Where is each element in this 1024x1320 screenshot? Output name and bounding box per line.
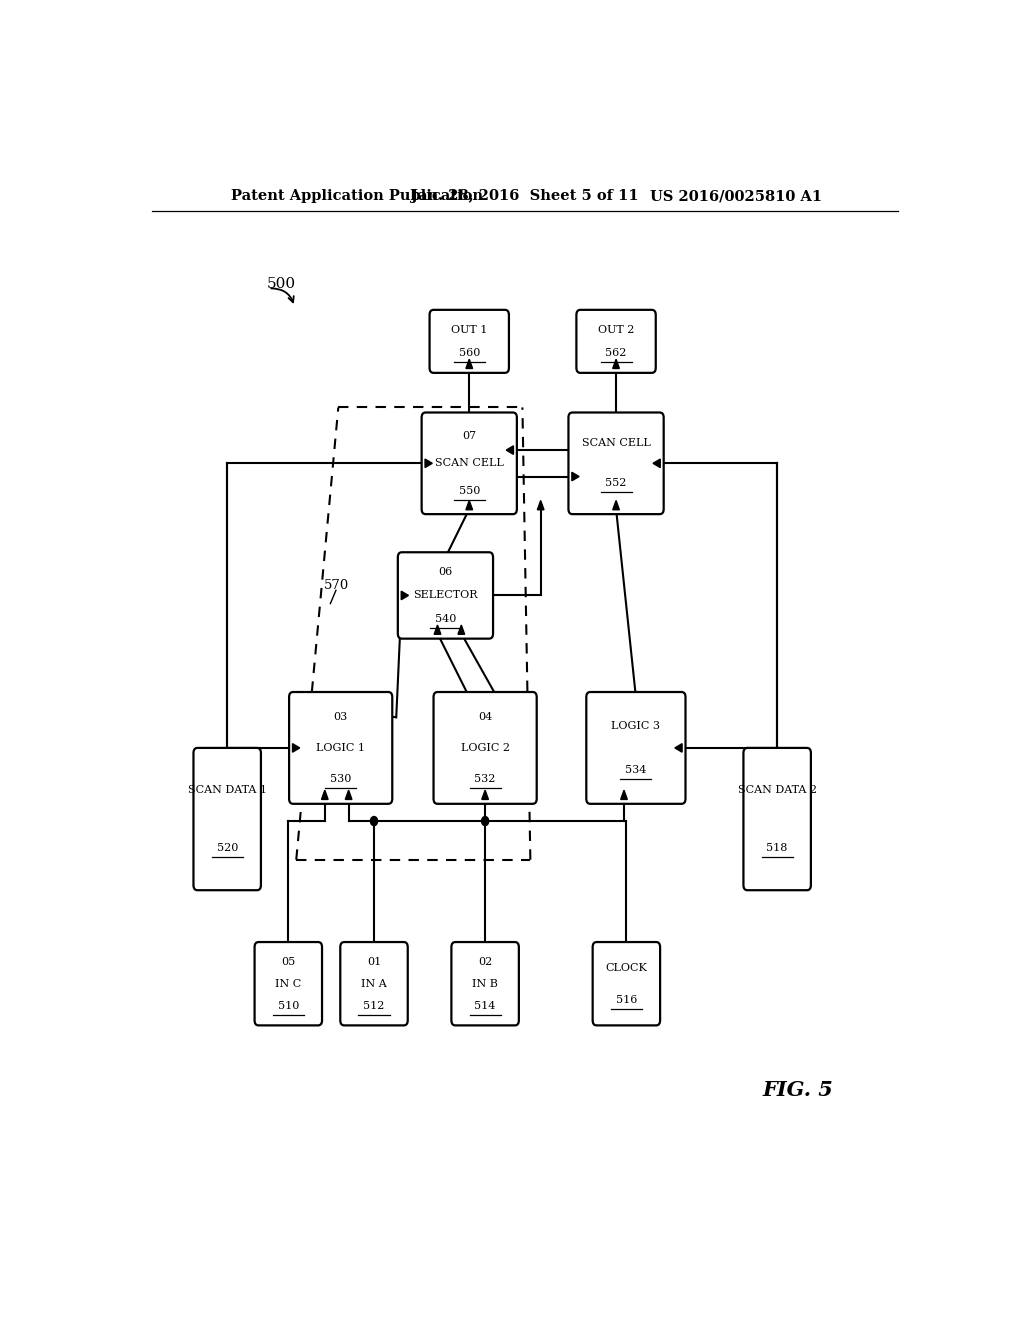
Polygon shape: [571, 473, 580, 480]
Polygon shape: [466, 500, 473, 510]
FancyBboxPatch shape: [430, 310, 509, 372]
Text: 552: 552: [605, 478, 627, 488]
Polygon shape: [538, 500, 544, 510]
Text: 514: 514: [474, 1001, 496, 1011]
FancyBboxPatch shape: [577, 310, 655, 372]
Polygon shape: [434, 626, 441, 635]
Polygon shape: [466, 359, 473, 368]
Text: 510: 510: [278, 1001, 299, 1011]
Text: 07: 07: [462, 430, 476, 441]
Text: Jan. 28, 2016  Sheet 5 of 11: Jan. 28, 2016 Sheet 5 of 11: [411, 189, 639, 203]
Polygon shape: [675, 743, 682, 752]
Text: 518: 518: [767, 842, 787, 853]
Polygon shape: [653, 459, 660, 467]
Text: 06: 06: [438, 568, 453, 577]
Polygon shape: [506, 446, 513, 454]
Text: FIG. 5: FIG. 5: [763, 1081, 834, 1101]
Polygon shape: [425, 459, 432, 467]
Text: 570: 570: [324, 578, 349, 591]
Text: 562: 562: [605, 348, 627, 358]
FancyBboxPatch shape: [397, 552, 494, 639]
FancyBboxPatch shape: [743, 748, 811, 890]
Text: 01: 01: [367, 957, 381, 966]
FancyBboxPatch shape: [289, 692, 392, 804]
Text: LOGIC 1: LOGIC 1: [316, 743, 366, 752]
Text: 500: 500: [267, 277, 296, 292]
Text: IN B: IN B: [472, 978, 498, 989]
Text: 540: 540: [435, 614, 456, 623]
Text: 530: 530: [330, 774, 351, 784]
Text: LOGIC 2: LOGIC 2: [461, 743, 510, 752]
Text: 520: 520: [216, 842, 238, 853]
Text: SCAN CELL: SCAN CELL: [435, 458, 504, 469]
Text: 532: 532: [474, 774, 496, 784]
Text: LOGIC 3: LOGIC 3: [611, 721, 660, 731]
Text: 02: 02: [478, 957, 493, 966]
Polygon shape: [612, 500, 620, 510]
Text: SCAN DATA 1: SCAN DATA 1: [187, 785, 266, 796]
Text: 516: 516: [615, 995, 637, 1005]
Text: 04: 04: [478, 711, 493, 722]
FancyBboxPatch shape: [422, 413, 517, 515]
FancyBboxPatch shape: [568, 413, 664, 515]
Circle shape: [371, 817, 378, 826]
Polygon shape: [612, 359, 620, 368]
Text: 03: 03: [334, 711, 348, 722]
FancyBboxPatch shape: [340, 942, 408, 1026]
Circle shape: [481, 817, 488, 826]
Text: IN C: IN C: [275, 978, 301, 989]
Text: 550: 550: [459, 486, 480, 496]
Text: 560: 560: [459, 348, 480, 358]
Polygon shape: [621, 791, 628, 800]
FancyBboxPatch shape: [194, 748, 261, 890]
FancyBboxPatch shape: [593, 942, 660, 1026]
Polygon shape: [345, 791, 352, 800]
FancyBboxPatch shape: [452, 942, 519, 1026]
Text: Patent Application Publication: Patent Application Publication: [231, 189, 483, 203]
Polygon shape: [401, 591, 409, 599]
Text: SCAN CELL: SCAN CELL: [582, 438, 650, 449]
Text: IN A: IN A: [361, 978, 387, 989]
Polygon shape: [458, 626, 465, 635]
Text: SELECTOR: SELECTOR: [414, 590, 477, 601]
FancyBboxPatch shape: [255, 942, 322, 1026]
Text: CLOCK: CLOCK: [605, 962, 647, 973]
Polygon shape: [481, 791, 488, 800]
FancyBboxPatch shape: [587, 692, 685, 804]
Text: 05: 05: [282, 957, 296, 966]
Text: OUT 1: OUT 1: [451, 325, 487, 335]
Text: 512: 512: [364, 1001, 385, 1011]
Text: 534: 534: [626, 766, 646, 775]
Text: OUT 2: OUT 2: [598, 325, 634, 335]
Polygon shape: [322, 791, 328, 800]
Text: US 2016/0025810 A1: US 2016/0025810 A1: [650, 189, 822, 203]
FancyBboxPatch shape: [433, 692, 537, 804]
Text: SCAN DATA 2: SCAN DATA 2: [737, 785, 817, 796]
Polygon shape: [293, 743, 300, 752]
